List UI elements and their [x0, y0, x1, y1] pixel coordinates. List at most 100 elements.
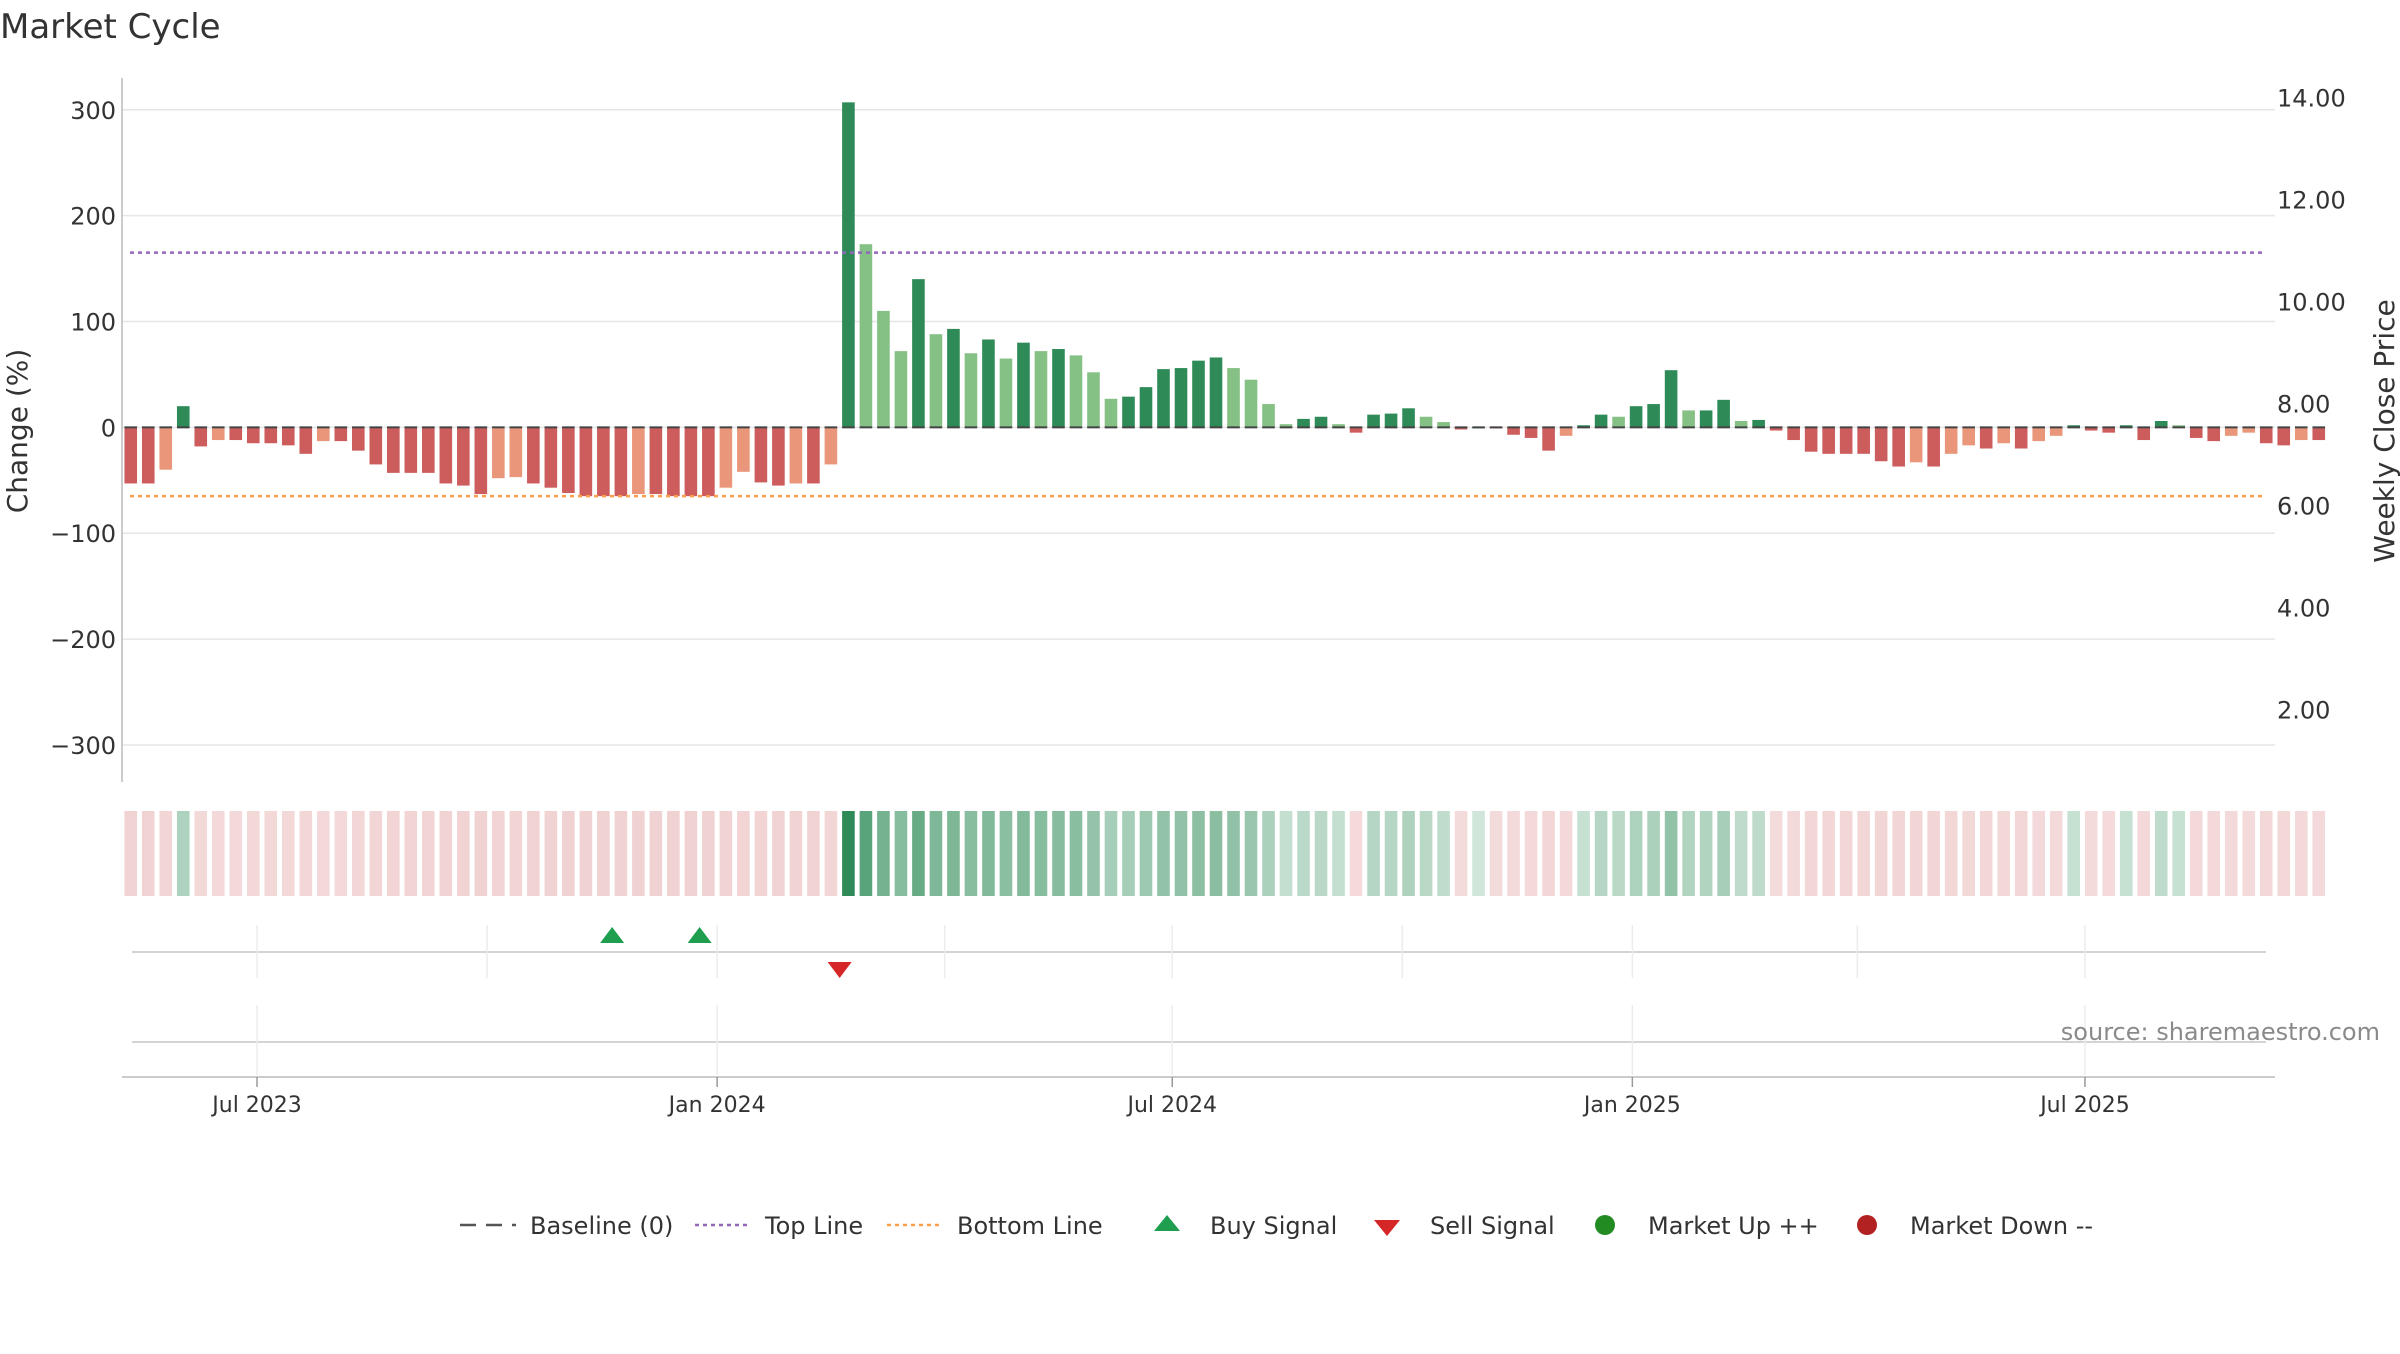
- bar: [2084, 427, 2098, 431]
- bar: [1577, 425, 1590, 428]
- heat-cell: [1874, 811, 1888, 896]
- bar: [404, 427, 418, 473]
- heat-cell: [1664, 811, 1678, 896]
- bar: [176, 406, 190, 428]
- bar: [562, 427, 575, 493]
- heat-strip: [124, 811, 2326, 896]
- heat-cell: [1979, 811, 1993, 896]
- bar: [1944, 427, 1958, 454]
- heat-cell: [1787, 811, 1800, 896]
- heat-cell: [1524, 811, 1538, 896]
- bar: [1384, 413, 1398, 428]
- bar: [632, 427, 645, 495]
- bar: [859, 244, 873, 428]
- bar: [842, 102, 855, 428]
- bar: [1157, 369, 1170, 428]
- bar: [772, 427, 785, 486]
- heat-cell: [719, 811, 733, 896]
- heat-cell: [597, 811, 610, 896]
- bar: [1594, 414, 1608, 428]
- y-axis-right-title: Weekly Close Price: [2368, 299, 2400, 562]
- legend-item: Sell Signal: [1374, 1212, 1555, 1240]
- heat-cell: [1909, 811, 1923, 896]
- bar: [369, 427, 383, 465]
- bar: [1402, 408, 1415, 428]
- heat-cell: [352, 811, 365, 896]
- y-tick-label-right: 8.00: [2277, 390, 2330, 418]
- heat-cell: [2084, 811, 2098, 896]
- y-tick-label-right: 6.00: [2277, 493, 2330, 521]
- bar: [1804, 427, 1818, 452]
- heat-cell: [124, 811, 138, 896]
- bar: [352, 427, 365, 451]
- bar: [1542, 427, 1555, 451]
- bar: [1927, 427, 1940, 467]
- bar: [229, 427, 243, 441]
- bar: [597, 427, 610, 497]
- y-tick-label-left: 100: [70, 308, 116, 336]
- heat-cell: [264, 811, 278, 896]
- bar: [1664, 370, 1678, 428]
- legend-item: Bottom Line: [887, 1212, 1103, 1240]
- heat-cell: [929, 811, 943, 896]
- bar: [211, 427, 225, 441]
- heat-cell: [1314, 811, 1328, 896]
- bar: [1699, 410, 1713, 428]
- bar: [684, 427, 698, 497]
- heat-cell: [194, 811, 208, 896]
- heat-cell: [702, 811, 715, 896]
- bar: [807, 427, 820, 484]
- heat-cell: [877, 811, 890, 896]
- bar: [509, 427, 523, 478]
- heat-cell: [1489, 811, 1503, 896]
- bar: [527, 427, 540, 484]
- bar: [1419, 416, 1433, 428]
- bar: [457, 427, 470, 486]
- bar: [159, 427, 173, 470]
- bar: [1367, 414, 1380, 428]
- heat-cell: [1297, 811, 1310, 896]
- bar: [1682, 410, 1695, 428]
- heat-cell: [2224, 811, 2238, 896]
- heat-cell: [1139, 811, 1153, 896]
- heat-cell: [387, 811, 400, 896]
- bar: [2049, 427, 2063, 436]
- heat-cell: [229, 811, 243, 896]
- heat-cell: [1349, 811, 1363, 896]
- axes-layer: 300 200 100 0 −100 −200 −300 14.00 12.00 10.00 8.0…: [50, 78, 2346, 782]
- legend-label: Market Up ++: [1648, 1212, 1819, 1240]
- heat-cell: [684, 811, 698, 896]
- bar: [1857, 427, 1870, 454]
- legend-item: Market Down --: [1857, 1212, 2093, 1240]
- heat-cell: [1682, 811, 1695, 896]
- bar: [194, 427, 208, 447]
- bar: [1629, 406, 1643, 428]
- bar: [422, 427, 435, 473]
- heat-cell: [316, 811, 330, 896]
- heat-cell: [246, 811, 260, 896]
- heat-cell: [947, 811, 960, 896]
- heat-cell: [1279, 811, 1293, 896]
- legend-item: Buy Signal: [1154, 1212, 1337, 1240]
- bar: [2119, 425, 2133, 428]
- x-tick-label: Jul 2025: [2038, 1093, 2130, 1118]
- bar: [1017, 342, 1030, 428]
- bar: [1122, 396, 1135, 428]
- heat-cell: [2032, 811, 2045, 896]
- heat-cell: [964, 811, 978, 896]
- y-tick-label-left: 200: [70, 203, 116, 231]
- heat-cell: [1122, 811, 1135, 896]
- y-tick-label-left: 300: [70, 97, 116, 125]
- heat-cell: [1717, 811, 1730, 896]
- heat-cell: [509, 811, 523, 896]
- legend-item: Market Up ++: [1595, 1212, 1819, 1240]
- bar: [1822, 427, 1835, 454]
- heat-cell: [807, 811, 820, 896]
- heat-cell: [1769, 811, 1783, 896]
- bar: [1349, 427, 1363, 433]
- bar: [999, 358, 1013, 428]
- heat-cell: [632, 811, 645, 896]
- reference-lines: [130, 251, 2262, 498]
- sell-legend-icon: [1374, 1220, 1400, 1236]
